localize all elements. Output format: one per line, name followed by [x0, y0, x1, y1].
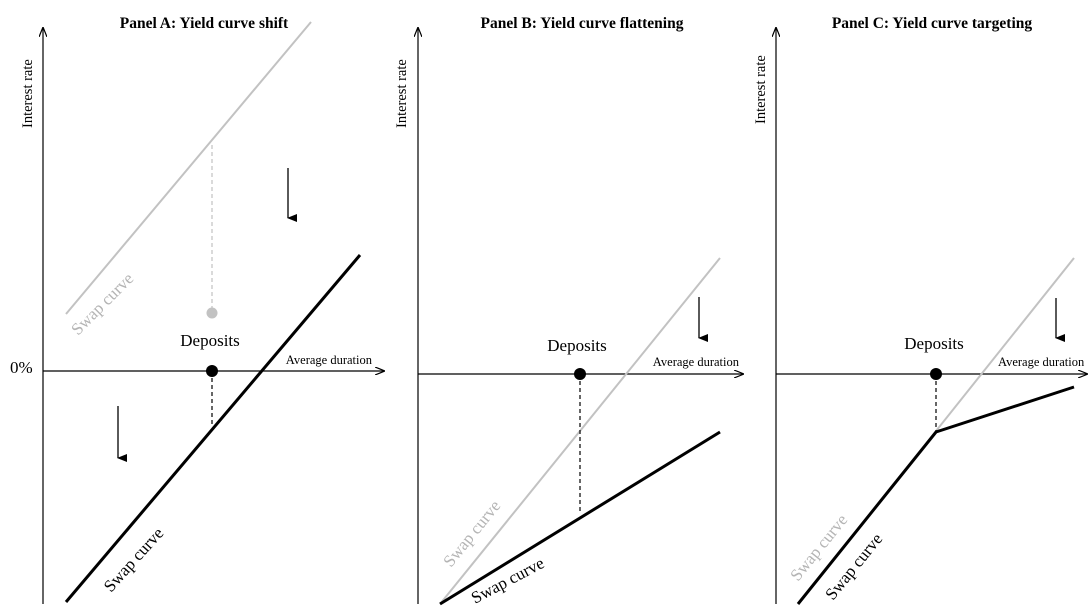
panel-b: Panel B: Yield curve flattening Interest… — [394, 15, 743, 608]
panel-c: Panel C: Yield curve targeting Interest … — [753, 15, 1087, 605]
panel-c-x-axis-label: Average duration — [998, 355, 1085, 369]
panel-c-y-axis-label: Interest rate — [753, 55, 769, 124]
panel-b-title: Panel B: Yield curve flattening — [481, 15, 684, 32]
panel-a-old-deposits-dot — [206, 307, 218, 319]
panel-a-swap-curve-old-label: Swap curve — [67, 269, 137, 339]
panel-a-swap-curve-new-label: Swap curve — [100, 524, 168, 596]
panel-a-swap-curve-old — [65, 21, 312, 315]
panel-b-x-axis-label: Average duration — [653, 355, 740, 369]
panel-b-swap-curve-old-label: Swap curve — [439, 497, 504, 571]
panel-b-y-axis-label: Interest rate — [394, 59, 410, 128]
panel-a-deposits-dot — [206, 365, 218, 377]
panel-b-deposits-label: Deposits — [547, 336, 607, 355]
panel-b-swap-curve-new — [439, 430, 721, 606]
panel-c-deposits-label: Deposits — [904, 334, 964, 353]
panel-a: Panel A: Yield curve shift Interest rate… — [10, 15, 384, 604]
panel-c-title: Panel C: Yield curve targeting — [832, 15, 1033, 32]
panel-a-x-axis-label: Average duration — [286, 353, 373, 367]
panel-b-deposits-dot — [574, 368, 586, 380]
panel-a-swap-curve-new — [64, 254, 362, 603]
panel-a-zero-label: 0% — [10, 358, 33, 377]
panel-a-title: Panel A: Yield curve shift — [120, 15, 289, 32]
panel-c-deposits-dot — [930, 368, 942, 380]
panel-a-y-axis-label: Interest rate — [20, 59, 36, 128]
panel-a-deposits-label: Deposits — [180, 331, 240, 350]
